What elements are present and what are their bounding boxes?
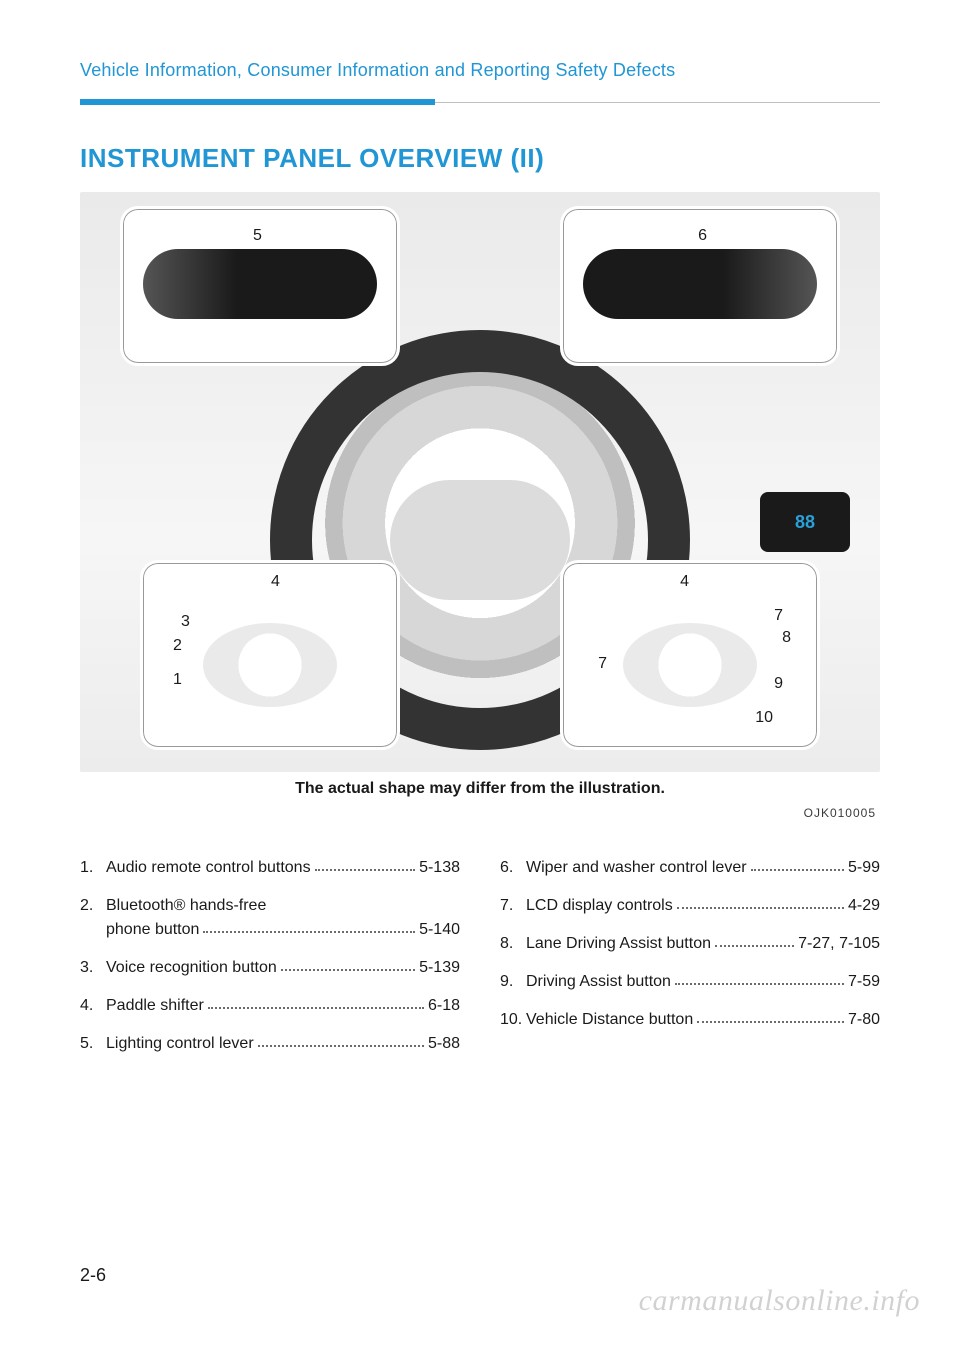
item-page: 7-59	[848, 970, 880, 994]
callout-num-7b: 7	[598, 655, 607, 673]
item-page: 5-138	[419, 856, 460, 880]
list-left-column: 1. Audio remote control buttons 5-138 2.…	[80, 856, 460, 1070]
climate-display: 88	[760, 492, 850, 552]
right-wheel-pad	[623, 623, 757, 707]
rule-gray	[435, 102, 880, 103]
page-number: 2-6	[80, 1265, 106, 1286]
callout-num-8: 8	[782, 629, 791, 647]
leader-dots	[751, 852, 844, 871]
leader-dots	[677, 890, 844, 909]
item-page: 4-29	[848, 894, 880, 918]
left-wheel-pad	[203, 623, 337, 707]
instrument-panel-figure: 88 5 6 4 3 2 1 4 7 8 7 9 10	[80, 192, 880, 772]
list-item: 8. Lane Driving Assist button 7-27, 7-10…	[500, 932, 880, 956]
list-item: 9. Driving Assist button 7-59	[500, 970, 880, 994]
list-item: 5. Lighting control lever 5-88	[80, 1032, 460, 1056]
item-number: 7.	[500, 894, 526, 918]
wiper-stalk	[583, 249, 817, 319]
item-label: Paddle shifter	[106, 994, 204, 1018]
item-label: Driving Assist button	[526, 970, 671, 994]
page-title: INSTRUMENT PANEL OVERVIEW (II)	[80, 143, 880, 174]
item-label: Wiper and washer control lever	[526, 856, 747, 880]
item-label: Audio remote control buttons	[106, 856, 311, 880]
callout-num-10: 10	[755, 709, 773, 727]
item-number: 8.	[500, 932, 526, 956]
item-page: 7-27, 7-105	[798, 932, 880, 956]
watermark: carmanualsonline.info	[639, 1284, 920, 1318]
item-page: 5-99	[848, 856, 880, 880]
leader-dots	[315, 852, 416, 871]
item-page: 5-139	[419, 956, 460, 980]
leader-dots	[208, 990, 424, 1009]
leader-dots	[697, 1004, 844, 1023]
callout-top-left: 5	[120, 206, 400, 366]
climate-value: 88	[795, 512, 815, 533]
callout-num-5: 5	[253, 227, 262, 245]
callout-bottom-left: 4 3 2 1	[140, 560, 400, 750]
section-header: Vehicle Information, Consumer Informatio…	[80, 60, 880, 81]
callout-num-7a: 7	[774, 607, 783, 625]
item-label: LCD display controls	[526, 894, 673, 918]
item-label-line2: phone button	[106, 918, 199, 942]
list-item: 3. Voice recognition button 5-139	[80, 956, 460, 980]
callout-num-3: 3	[181, 613, 190, 631]
item-number: 5.	[80, 1032, 106, 1056]
reference-lists: 1. Audio remote control buttons 5-138 2.…	[80, 856, 880, 1070]
item-label: Vehicle Distance button	[526, 1008, 693, 1032]
list-item: 10. Vehicle Distance button 7-80	[500, 1008, 880, 1032]
header-rule	[80, 99, 880, 105]
item-number: 10.	[500, 1008, 526, 1032]
callout-num-4r: 4	[680, 573, 689, 591]
callout-num-4l: 4	[271, 573, 280, 591]
wheel-hub	[390, 480, 570, 600]
leader-dots	[281, 952, 415, 971]
callout-num-6: 6	[698, 227, 707, 245]
figure-caption: The actual shape may differ from the ill…	[80, 780, 880, 798]
item-page: 5-88	[428, 1032, 460, 1056]
leader-dots	[675, 966, 844, 985]
leader-dots	[203, 914, 415, 933]
list-item: 4. Paddle shifter 6-18	[80, 994, 460, 1018]
item-label: Voice recognition button	[106, 956, 277, 980]
callout-bottom-right: 4 7 8 7 9 10	[560, 560, 820, 750]
item-number: 4.	[80, 994, 106, 1018]
list-item: 6. Wiper and washer control lever 5-99	[500, 856, 880, 880]
item-label: Lighting control lever	[106, 1032, 254, 1056]
item-number: 9.	[500, 970, 526, 994]
callout-num-9: 9	[774, 675, 783, 693]
callout-top-right: 6	[560, 206, 840, 366]
item-number: 6.	[500, 856, 526, 880]
manual-page: Vehicle Information, Consumer Informatio…	[0, 0, 960, 1346]
list-item: 1. Audio remote control buttons 5-138	[80, 856, 460, 880]
item-number: 2.	[80, 894, 106, 918]
callout-num-1: 1	[173, 671, 182, 689]
item-label: Lane Driving Assist button	[526, 932, 711, 956]
list-item: 7. LCD display controls 4-29	[500, 894, 880, 918]
rule-accent	[80, 99, 435, 105]
lighting-stalk	[143, 249, 377, 319]
item-number: 3.	[80, 956, 106, 980]
leader-dots	[258, 1028, 424, 1047]
item-page: 6-18	[428, 994, 460, 1018]
list-right-column: 6. Wiper and washer control lever 5-99 7…	[500, 856, 880, 1070]
leader-dots	[715, 928, 794, 947]
item-page: 7-80	[848, 1008, 880, 1032]
list-item: 2. Bluetooth® hands-free phone button 5-…	[80, 894, 460, 942]
figure-code: OJK010005	[80, 806, 880, 820]
item-number: 1.	[80, 856, 106, 880]
callout-num-2: 2	[173, 637, 182, 655]
item-page: 5-140	[419, 918, 460, 942]
